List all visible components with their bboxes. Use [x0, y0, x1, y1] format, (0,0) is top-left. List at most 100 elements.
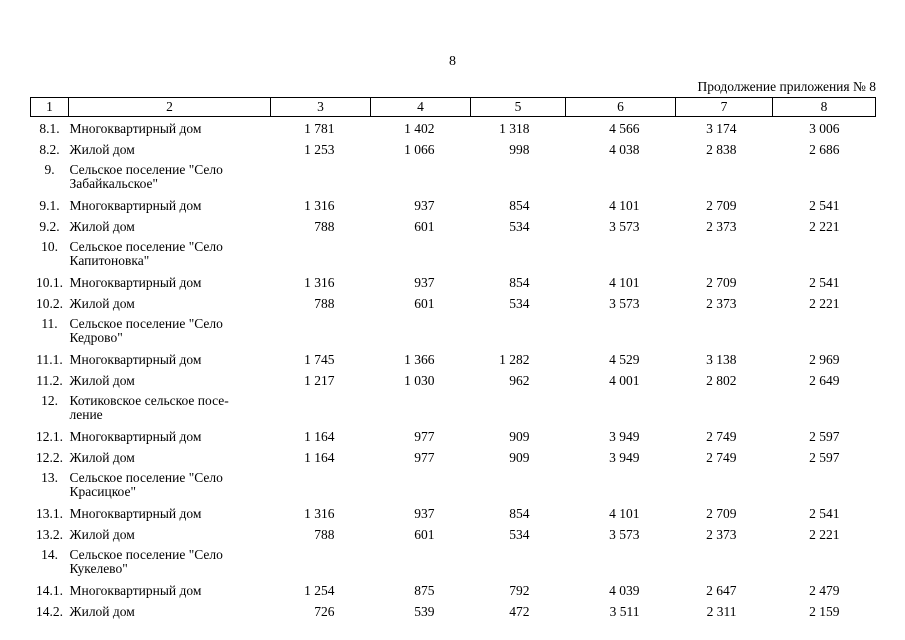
row-name: Многоквартирный дом	[69, 198, 202, 213]
table-row: 13.2. Жилой дом 788 601 534 3 573 2 373 2 221	[31, 523, 876, 544]
row-value: 1 030	[404, 373, 435, 388]
table-row: 12. Котиковское сельское посе- ление	[31, 390, 876, 425]
row-value: 2 709	[706, 198, 737, 213]
row-value: 1 745	[304, 352, 335, 367]
row-value: 4 566	[609, 121, 640, 136]
row-number: 13.2.	[36, 527, 63, 542]
row-value: 1 066	[404, 142, 435, 157]
row-value: 854	[509, 198, 530, 213]
row-value: 2 221	[809, 527, 840, 542]
row-value: 3 006	[809, 121, 840, 136]
column-header: 5	[470, 97, 566, 117]
row-value: 1 217	[304, 373, 335, 388]
row-value	[471, 313, 566, 348]
row-number: 13.	[41, 470, 58, 485]
row-value: 854	[509, 506, 530, 521]
row-value: 1 282	[499, 352, 530, 367]
row-number: 12.	[41, 393, 58, 408]
column-header: 6	[565, 97, 676, 117]
row-value	[371, 390, 471, 425]
row-value: 788	[314, 219, 335, 234]
row-value: 3 949	[609, 429, 640, 444]
row-value: 4 038	[609, 142, 640, 157]
row-value	[676, 313, 773, 348]
row-value	[676, 159, 773, 194]
row-value: 788	[314, 296, 335, 311]
row-value: 2 221	[809, 219, 840, 234]
row-name: Жилой дом	[69, 296, 135, 311]
row-value: 962	[509, 373, 530, 388]
row-value	[566, 467, 676, 502]
row-value: 909	[509, 450, 530, 465]
row-value	[371, 544, 471, 579]
row-name: Жилой дом	[69, 450, 135, 465]
row-name: Котиковское сельское посе- ление	[69, 393, 229, 422]
table-row: 10.1. Многоквартирный дом 1 316 937 854 4 101…	[31, 271, 876, 292]
row-number: 10.	[41, 239, 58, 254]
row-value: 472	[509, 604, 530, 619]
row-name: Сельское поселение "Село Красицкое"	[69, 470, 223, 499]
row-value: 726	[314, 604, 335, 619]
row-value: 2 649	[809, 373, 840, 388]
row-value: 998	[509, 142, 530, 157]
row-number: 10.1.	[36, 275, 63, 290]
row-value	[773, 313, 876, 348]
row-name: Жилой дом	[69, 527, 135, 542]
row-value: 3 573	[609, 219, 640, 234]
row-value: 4 101	[609, 506, 640, 521]
table-body: 8.1. Многоквартирный дом 1 781 1 402 1 318 4 …	[31, 117, 876, 622]
row-name: Многоквартирный дом	[69, 506, 202, 521]
row-number: 8.1.	[39, 121, 60, 136]
row-value: 534	[509, 296, 530, 311]
row-value: 2 647	[706, 583, 737, 598]
row-name: Сельское поселение "Село Кедрово"	[69, 316, 223, 345]
row-value	[773, 159, 876, 194]
column-header: 3	[270, 97, 371, 117]
row-value: 1 316	[304, 198, 335, 213]
row-value: 2 838	[706, 142, 737, 157]
page-number: 8	[449, 54, 456, 69]
row-value	[471, 467, 566, 502]
table-row: 11. Сельское поселение "Село Кедрово"	[31, 313, 876, 348]
row-name: Сельское поселение "Село Забайкальское"	[69, 162, 223, 191]
row-value: 1 316	[304, 506, 335, 521]
table-header-row: 1 2 3 4 5 6 7 8	[30, 97, 876, 117]
row-value	[676, 390, 773, 425]
table-row: 14. Сельское поселение "Село Кукелево"	[31, 544, 876, 579]
row-value: 2 159	[809, 604, 840, 619]
row-value	[471, 390, 566, 425]
row-value	[566, 159, 676, 194]
row-number: 8.2.	[39, 142, 60, 157]
row-value: 3 573	[609, 527, 640, 542]
row-name: Многоквартирный дом	[69, 583, 202, 598]
row-number: 14.2.	[36, 604, 63, 619]
row-value	[471, 544, 566, 579]
row-value: 2 541	[809, 275, 840, 290]
table-row: 8.2. Жилой дом 1 253 1 066 998 4 038 2 838 2 68…	[31, 138, 876, 159]
column-header: 2	[68, 97, 271, 117]
row-value: 3 573	[609, 296, 640, 311]
row-value: 1 316	[304, 275, 335, 290]
row-value	[371, 236, 471, 271]
row-value	[676, 544, 773, 579]
row-name: Жилой дом	[69, 373, 135, 388]
row-number: 9.2.	[39, 219, 60, 234]
table-row: 9. Сельское поселение "Село Забайкальское…	[31, 159, 876, 194]
row-value: 3 174	[706, 121, 737, 136]
row-value	[566, 544, 676, 579]
row-number: 14.1.	[36, 583, 63, 598]
row-value	[271, 467, 371, 502]
row-name: Многоквартирный дом	[69, 429, 202, 444]
row-value: 2 597	[809, 450, 840, 465]
row-value: 909	[509, 429, 530, 444]
row-value: 534	[509, 219, 530, 234]
row-value	[371, 467, 471, 502]
row-number: 11.	[41, 316, 58, 331]
row-value: 2 709	[706, 506, 737, 521]
row-value	[271, 313, 371, 348]
row-value: 3 511	[609, 604, 640, 619]
table-row: 11.2. Жилой дом 1 217 1 030 962 4 001 2 802 2 6…	[31, 369, 876, 390]
row-number: 10.2.	[36, 296, 63, 311]
row-value: 977	[414, 450, 435, 465]
